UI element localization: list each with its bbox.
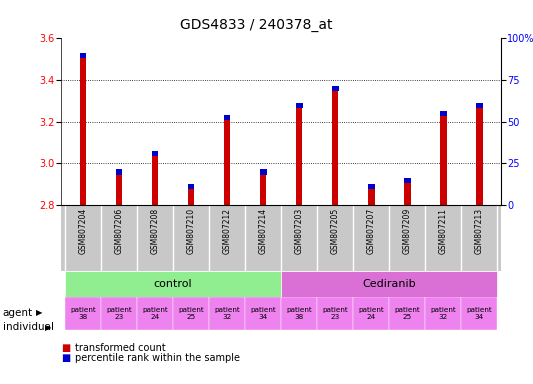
Bar: [188, 184, 195, 205]
Bar: [224, 115, 230, 205]
Bar: [317, 297, 353, 330]
Bar: [332, 86, 338, 205]
Bar: [332, 86, 338, 91]
Bar: [188, 184, 195, 189]
Bar: [389, 297, 425, 330]
Text: Cediranib: Cediranib: [362, 279, 416, 289]
Bar: [65, 297, 101, 330]
Text: agent: agent: [3, 308, 33, 318]
Text: GSM807206: GSM807206: [115, 208, 124, 254]
Bar: [116, 169, 122, 205]
Text: GSM807210: GSM807210: [187, 208, 196, 254]
Bar: [281, 271, 497, 297]
Bar: [65, 271, 281, 297]
Text: ■: ■: [61, 353, 70, 363]
Text: patient
38: patient 38: [286, 307, 312, 320]
Bar: [404, 178, 411, 183]
Bar: [440, 111, 447, 205]
Text: patient
25: patient 25: [394, 307, 420, 320]
Text: patient
34: patient 34: [466, 307, 492, 320]
Bar: [173, 297, 209, 330]
Bar: [368, 184, 375, 189]
Text: patient
32: patient 32: [431, 307, 456, 320]
Bar: [404, 178, 410, 205]
Bar: [137, 297, 173, 330]
Bar: [462, 297, 497, 330]
Text: GSM807208: GSM807208: [150, 208, 159, 254]
Bar: [281, 297, 317, 330]
Bar: [224, 115, 230, 121]
Bar: [209, 297, 245, 330]
Bar: [368, 184, 375, 205]
Text: GSM807214: GSM807214: [259, 208, 268, 254]
Bar: [353, 297, 389, 330]
Bar: [296, 103, 302, 205]
Text: patient
24: patient 24: [358, 307, 384, 320]
Bar: [425, 297, 462, 330]
Text: patient
38: patient 38: [70, 307, 96, 320]
Bar: [296, 103, 303, 108]
Bar: [260, 169, 266, 174]
Text: ▶: ▶: [36, 308, 43, 318]
Bar: [79, 53, 86, 205]
Bar: [152, 151, 158, 205]
Text: percentile rank within the sample: percentile rank within the sample: [75, 353, 240, 363]
Bar: [101, 297, 137, 330]
Text: transformed count: transformed count: [75, 343, 165, 353]
Text: patient
25: patient 25: [178, 307, 204, 320]
Text: patient
23: patient 23: [106, 307, 132, 320]
Bar: [260, 169, 266, 205]
Text: GSM807203: GSM807203: [295, 208, 304, 254]
Bar: [79, 53, 86, 58]
Bar: [116, 169, 123, 174]
Text: individual: individual: [3, 322, 54, 332]
Text: GSM807211: GSM807211: [439, 208, 448, 254]
Bar: [476, 103, 483, 205]
Text: GSM807213: GSM807213: [475, 208, 484, 254]
Text: control: control: [154, 279, 192, 289]
Bar: [440, 111, 447, 116]
Text: patient
24: patient 24: [142, 307, 168, 320]
Text: GSM807205: GSM807205: [330, 208, 340, 254]
Text: patient
34: patient 34: [251, 307, 276, 320]
Text: ■: ■: [61, 343, 70, 353]
Text: GSM807207: GSM807207: [367, 208, 376, 254]
Text: GSM807209: GSM807209: [403, 208, 412, 254]
Bar: [476, 103, 483, 108]
Text: GSM807212: GSM807212: [223, 208, 232, 254]
Bar: [151, 151, 158, 156]
Text: GSM807204: GSM807204: [78, 208, 87, 254]
Bar: [245, 297, 281, 330]
Text: ▶: ▶: [45, 323, 52, 332]
Text: patient
32: patient 32: [214, 307, 240, 320]
Text: GDS4833 / 240378_at: GDS4833 / 240378_at: [180, 18, 332, 32]
Text: patient
23: patient 23: [322, 307, 348, 320]
